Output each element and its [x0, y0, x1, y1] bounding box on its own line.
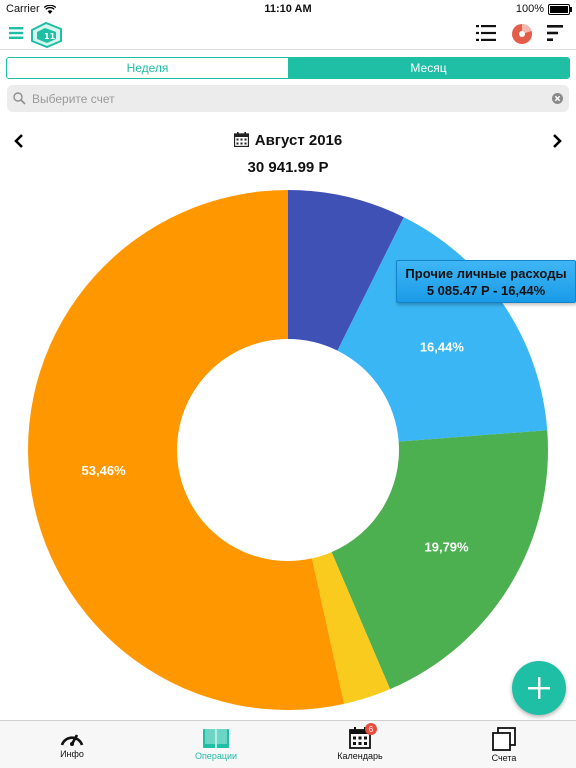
period-title-text[interactable]: Август 2016 — [254, 132, 343, 149]
calendar-icon — [233, 132, 249, 148]
period-segmented-control: Неделя Месяц — [6, 57, 570, 79]
list-icon[interactable] — [476, 24, 496, 42]
donut-slice-4[interactable] — [28, 190, 345, 710]
tooltip-detail: 5 085.47 P - 16,44% — [426, 282, 546, 298]
account-search — [7, 85, 569, 112]
wifi-icon — [43, 4, 56, 14]
plus-icon — [528, 677, 550, 699]
period-title: Август 2016 — [0, 132, 576, 149]
tab-info[interactable]: Инфо — [0, 721, 144, 768]
donut-slice-label-4: 53,46% — [82, 463, 127, 478]
tab-accounts[interactable]: Счета — [432, 721, 576, 768]
tab-operations[interactable]: Операции — [144, 721, 288, 768]
donut-slice-0[interactable] — [288, 190, 404, 351]
total-amount: 30 941.99 P — [247, 159, 329, 176]
tab-calendar[interactable]: 6 Календарь — [288, 721, 432, 768]
status-right: 100% — [515, 3, 572, 15]
tab-operations-label: Операции — [194, 751, 238, 761]
tab-month[interactable]: Месяц — [288, 58, 569, 78]
status-left: Carrier — [6, 3, 56, 15]
svg-text:11: 11 — [44, 32, 56, 41]
calendar-badge: 6 — [365, 723, 377, 735]
book-icon — [203, 728, 229, 748]
donut-slice-2[interactable] — [331, 430, 548, 690]
tab-info-label: Инфо — [60, 749, 84, 759]
tab-accounts-label: Счета — [491, 753, 517, 763]
donut-slice-3[interactable] — [311, 552, 391, 704]
calendar-tab-icon — [349, 727, 371, 749]
carrier-name: Carrier — [6, 3, 40, 15]
account-search-input[interactable] — [30, 90, 552, 107]
clear-icon[interactable] — [552, 93, 563, 104]
battery-icon — [548, 3, 572, 15]
expenses-donut-chart: 16,44% 19,79% 53,46% — [28, 190, 548, 710]
tab-bar: Инфо Операции 6 Календарь Счета — [0, 720, 576, 768]
search-icon — [13, 92, 26, 105]
sort-icon[interactable] — [547, 24, 563, 42]
menu-icon[interactable] — [9, 26, 23, 40]
slice-tooltip: Прочие личные расходы 5 085.47 P - 16,44… — [396, 260, 576, 303]
accounts-icon — [492, 727, 516, 751]
battery-percent: 100% — [515, 3, 544, 15]
donut-slice-1[interactable] — [337, 217, 548, 442]
donut-slice-label-1: 16,44% — [420, 339, 465, 354]
speedometer-icon — [60, 734, 84, 746]
tab-calendar-label: Календарь — [337, 751, 383, 761]
tab-week[interactable]: Неделя — [7, 58, 288, 78]
period-navigator: Август 2016 — [0, 128, 576, 154]
nav-bar: 11 — [0, 18, 576, 50]
pie-chart-icon[interactable] — [511, 23, 533, 45]
status-bar: Carrier 11:10 AM 100% — [0, 0, 576, 18]
add-operation-button[interactable] — [512, 661, 566, 715]
chevron-left-icon[interactable] — [14, 134, 24, 148]
donut-slice-label-2: 19,79% — [425, 539, 470, 554]
status-time: 11:10 AM — [264, 3, 312, 15]
tooltip-category: Прочие личные расходы — [405, 265, 567, 281]
app-logo-icon: 11 — [31, 21, 62, 48]
chevron-right-icon[interactable] — [552, 134, 562, 148]
